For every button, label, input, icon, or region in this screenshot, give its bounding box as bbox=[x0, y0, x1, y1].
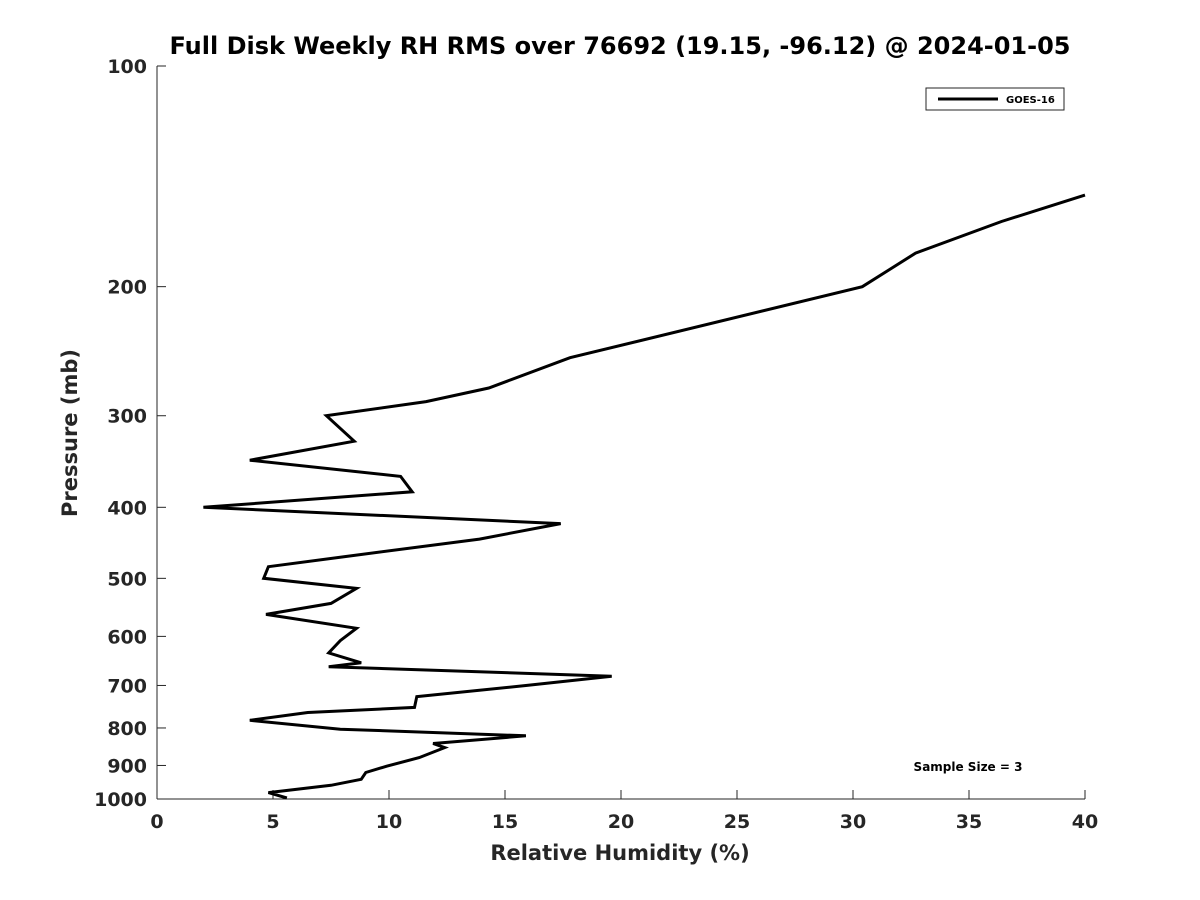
x-tick-label: 15 bbox=[492, 811, 518, 833]
series-line-goes-16 bbox=[203, 193, 1086, 800]
series-layer bbox=[203, 193, 1086, 800]
y-tick-label: 200 bbox=[107, 277, 147, 299]
x-tick-label: 20 bbox=[608, 811, 634, 833]
y-tick-label: 100 bbox=[107, 56, 147, 78]
y-tick-label: 300 bbox=[107, 406, 147, 428]
y-tick-label: 400 bbox=[107, 497, 147, 519]
x-tick-label: 5 bbox=[266, 811, 279, 833]
y-tick-label: 900 bbox=[107, 755, 147, 777]
y-tick-label: 1000 bbox=[94, 789, 147, 811]
y-tick-label: 700 bbox=[107, 675, 147, 697]
y-tick-label: 500 bbox=[107, 568, 147, 590]
axes: 0 5 10 15 20 25 30 35 40 100 200 300 400 500 600 700 800… bbox=[94, 56, 1098, 833]
y-tick-label: 800 bbox=[107, 718, 147, 740]
y-axis-label: Pressure (mb) bbox=[58, 349, 82, 517]
legend: GOES-16 bbox=[925, 87, 1065, 111]
x-tick-label: 25 bbox=[724, 811, 750, 833]
x-tick-label: 35 bbox=[956, 811, 982, 833]
y-tick-label: 600 bbox=[107, 626, 147, 648]
x-tick-label: 30 bbox=[840, 811, 866, 833]
chart-title: Full Disk Weekly RH RMS over 76692 (19.1… bbox=[169, 32, 1070, 60]
sample-size-annotation: Sample Size = 3 bbox=[914, 760, 1023, 774]
x-tick-label: 0 bbox=[150, 811, 163, 833]
x-tick-label: 10 bbox=[376, 811, 402, 833]
x-tick-label: 40 bbox=[1072, 811, 1098, 833]
legend-label: GOES-16 bbox=[1006, 95, 1055, 106]
x-axis-label: Relative Humidity (%) bbox=[490, 841, 749, 865]
